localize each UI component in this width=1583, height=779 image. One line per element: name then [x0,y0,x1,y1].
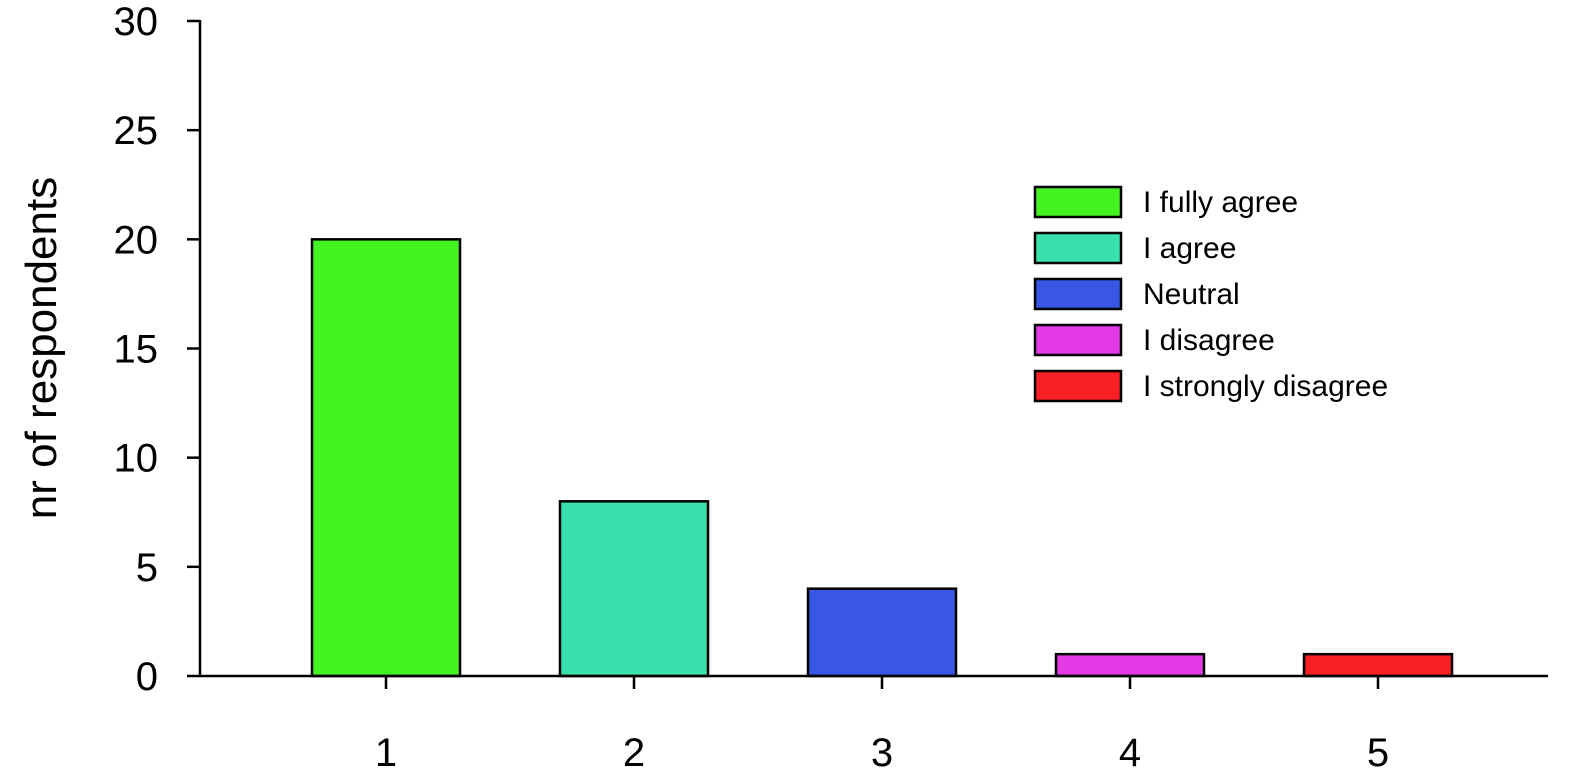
bar-2 [558,500,710,678]
x-tick-label: 4 [1119,731,1141,775]
y-tick-label: 5 [136,546,158,590]
legend-label: Neutral [1143,278,1240,311]
legend: I fully agree I agree Neutral I disagree I s… [1033,185,1388,403]
legend-swatch [1033,277,1123,311]
bar-4 [1054,652,1206,678]
legend-swatch [1033,323,1123,357]
legend-label: I disagree [1143,324,1275,357]
y-tick-label: 20 [114,218,159,262]
legend-item: I fully agree [1033,185,1298,219]
bar-3 [806,587,958,678]
y-axis-title: nr of respondents [17,177,66,519]
x-tick-label: 3 [871,731,893,775]
legend-label: I strongly disagree [1143,370,1388,403]
legend-item: I agree [1033,231,1236,265]
y-tick-label: 15 [114,328,159,372]
legend-item: I disagree [1033,323,1275,357]
legend-swatch [1033,185,1123,219]
bar-5 [1302,652,1454,678]
bar-1 [310,238,462,678]
y-tick-label: 10 [114,437,159,481]
x-tick-label: 1 [375,731,397,775]
x-tick-label: 2 [623,731,645,775]
x-axis-ticks: 1 2 3 4 5 [375,676,1389,775]
legend-label: I agree [1143,232,1236,265]
y-tick-label: 30 [114,0,159,44]
x-tick-label: 5 [1367,731,1389,775]
y-tick-label: 0 [136,655,158,699]
y-axis-ticks: 0 5 10 15 20 25 30 [114,0,200,699]
legend-item: I strongly disagree [1033,369,1388,403]
legend-swatch [1033,231,1123,265]
legend-swatch [1033,369,1123,403]
bars [310,238,1454,678]
legend-item: Neutral [1033,277,1240,311]
y-tick-label: 25 [114,109,159,153]
legend-label: I fully agree [1143,186,1298,219]
